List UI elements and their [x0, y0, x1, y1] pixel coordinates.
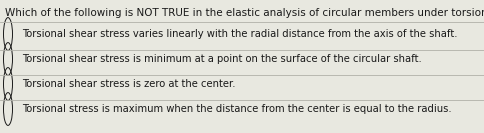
- Text: Torsional shear stress varies linearly with the radial distance from the axis of: Torsional shear stress varies linearly w…: [22, 29, 456, 39]
- Text: Torsional stress is maximum when the distance from the center is equal to the ra: Torsional stress is maximum when the dis…: [22, 104, 451, 114]
- Text: Torsional shear stress is minimum at a point on the surface of the circular shaf: Torsional shear stress is minimum at a p…: [22, 54, 421, 64]
- Text: Which of the following is NOT TRUE in the elastic analysis of circular members u: Which of the following is NOT TRUE in th…: [5, 8, 484, 18]
- Text: Torsional shear stress is zero at the center.: Torsional shear stress is zero at the ce…: [22, 79, 235, 89]
